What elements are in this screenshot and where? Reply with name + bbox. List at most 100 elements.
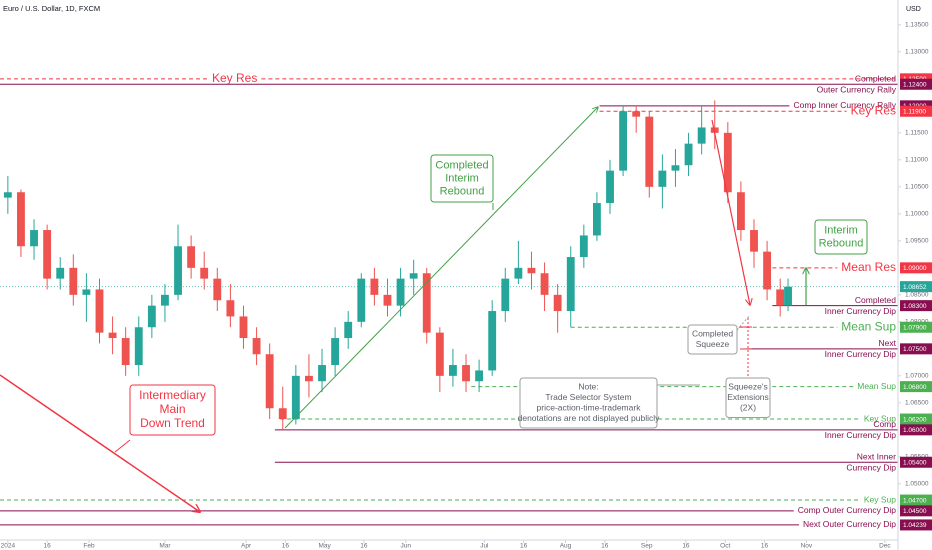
trend-arrow — [0, 374, 200, 512]
price-tag — [900, 381, 932, 393]
x-tick-label: 16 — [360, 543, 368, 550]
callout-text: Completed — [692, 329, 733, 339]
y-tick-label: 1.11500 — [905, 130, 928, 137]
price-tag-label: 1.09000 — [903, 265, 927, 272]
x-tick-label: Jul — [480, 543, 489, 550]
y-tick-label: 1.11000 — [905, 157, 928, 164]
price-tag-label: 1.07900 — [903, 324, 927, 331]
callout-text: (2X) — [740, 403, 756, 413]
candle-body — [278, 408, 287, 420]
candle-body — [736, 192, 745, 231]
x-tick-label: Dec — [879, 543, 891, 550]
trend-arrow — [284, 107, 598, 429]
candle-body — [697, 127, 706, 144]
candle-body — [592, 203, 601, 236]
x-tick-label: May — [319, 543, 332, 550]
currency-label: USD — [906, 6, 921, 13]
y-tick-label: 1.09500 — [905, 238, 929, 245]
price-tag — [900, 519, 932, 531]
price-tag — [900, 321, 932, 333]
x-tick-label: Aug — [560, 543, 572, 550]
candle-body — [435, 332, 444, 376]
candle-body — [540, 273, 549, 295]
level-label: Key Res — [851, 103, 896, 117]
chart-title: Euro / U.S. Dollar, 1D, FXCM — [3, 4, 100, 13]
candle-body — [514, 267, 523, 279]
candle-body — [291, 375, 300, 420]
candle-body — [318, 365, 326, 382]
candle-body — [187, 246, 196, 268]
candle-body — [645, 116, 654, 187]
candle-body — [553, 294, 562, 312]
x-tick-label: 16 — [761, 543, 769, 550]
trend-arrow — [711, 119, 750, 305]
price-tag-label: 1.07500 — [903, 346, 927, 353]
y-tick-label: 1.06500 — [905, 400, 929, 407]
x-tick-label: 16 — [520, 543, 528, 550]
price-tag — [900, 456, 932, 468]
candle-body — [3, 192, 12, 198]
price-tag — [900, 494, 932, 506]
candle-body — [710, 127, 719, 133]
candle-body — [579, 235, 588, 258]
level-label: Mean Sup — [841, 319, 896, 333]
candle-body — [95, 289, 104, 333]
candle-body — [108, 332, 117, 339]
x-tick-label: Jun — [401, 543, 412, 550]
candle-body — [527, 267, 536, 274]
x-tick-label: 2024 — [1, 543, 16, 550]
level-label: Completed — [855, 73, 896, 83]
candle-body — [606, 170, 614, 204]
candle-body — [200, 267, 209, 279]
candle-body — [488, 311, 497, 371]
axes: 1.13500 1.13000 1.11500 1.11000 1.10500 1.100… — [1, 22, 932, 550]
callout-box — [814, 219, 868, 255]
callout-box — [687, 324, 738, 355]
price-tag — [900, 424, 932, 436]
candle-body — [723, 132, 732, 193]
callout-text: Completed — [435, 159, 488, 171]
callout-text: price-action-time-trademark — [537, 403, 642, 413]
level-label: Key Sup — [864, 413, 896, 423]
candle-body — [671, 165, 680, 171]
callout-text: Squeeze — [696, 339, 730, 349]
level-label: Next Outer Currency Dip — [803, 519, 896, 529]
callout-text: Trade Selector System — [545, 392, 631, 402]
y-tick-label: 1.05000 — [905, 481, 929, 488]
candle-body — [265, 354, 274, 409]
candle-body — [763, 251, 772, 290]
candle-body — [161, 294, 169, 306]
candle-body — [383, 294, 392, 306]
candle-body — [501, 278, 510, 312]
y-tick-label: 1.10000 — [905, 211, 929, 218]
level-label: Outer Currency Rally — [817, 84, 897, 94]
candle-body — [239, 316, 248, 339]
level-label: Currency Dip — [846, 462, 896, 472]
level-label: Key Sup — [864, 494, 896, 504]
price-tag-label: 1.06000 — [903, 427, 927, 434]
callout-box — [519, 377, 658, 429]
y-tick-label: 1.08500 — [905, 292, 929, 299]
x-tick-label: 16 — [682, 543, 690, 550]
y-tick-label: 1.13000 — [905, 49, 929, 56]
candle-body — [658, 170, 667, 187]
x-tick-label: Nov — [801, 543, 813, 550]
x-tick-label: Feb — [83, 543, 95, 550]
x-tick-label: 16 — [601, 543, 609, 550]
x-tick-label: Oct — [720, 543, 730, 550]
price-tag — [900, 413, 932, 425]
callout-text: Rebound — [819, 237, 864, 249]
level-label: Comp Inner Currency Rally — [793, 100, 896, 110]
price-tag — [900, 343, 932, 355]
callout-pointer — [114, 439, 131, 453]
candle-body — [784, 286, 792, 306]
candle-body — [226, 300, 235, 317]
candle-body — [121, 338, 130, 366]
callout-box — [129, 384, 216, 436]
x-tick-label: Sep — [641, 543, 653, 550]
candles — [3, 100, 792, 430]
price-tag — [900, 78, 932, 90]
price-tag-label: 1.04500 — [903, 508, 927, 515]
